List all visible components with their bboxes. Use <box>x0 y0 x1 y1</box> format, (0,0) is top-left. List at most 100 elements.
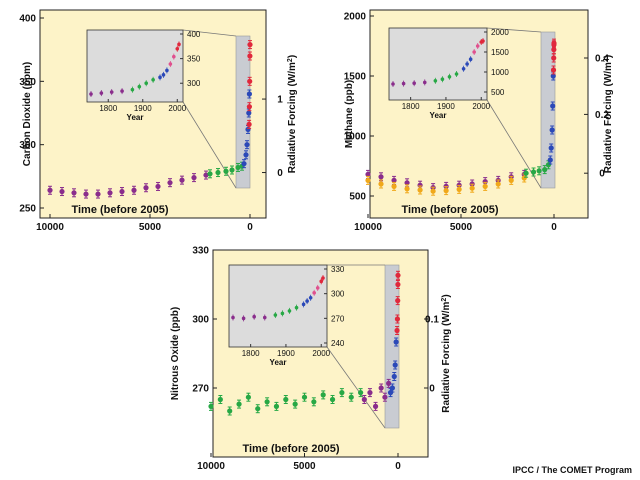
inset-point <box>308 295 313 300</box>
nitrous-oxide-chart: 270 300 330 0 0.1 10000 5000 0 Nitrous Oxide (pp… <box>170 246 452 473</box>
n2o-green-point <box>301 394 308 400</box>
inset-point <box>144 81 149 86</box>
r-tick-label: 1 <box>277 95 283 106</box>
ch4-orange-point <box>456 186 462 192</box>
y-tick-label: 270 <box>192 384 209 395</box>
n2o-red-point <box>394 327 400 334</box>
n2o-blue-point <box>391 373 397 380</box>
inset-point <box>177 42 181 47</box>
x-tick-label: 0 <box>395 461 401 472</box>
co2-red-point <box>247 53 253 59</box>
inset-point <box>175 46 180 51</box>
ch4-orange-point <box>469 185 475 191</box>
r-tick-label: 0 <box>277 168 283 179</box>
co2-blue-point <box>246 91 252 97</box>
y-tick-label: 2000 <box>344 12 367 23</box>
radiative-forcing-label: Radiative Forcing (W/m2) <box>603 55 615 173</box>
inset-point <box>440 77 445 81</box>
x-tick-label: 5000 <box>293 461 316 472</box>
inset-y-tick-label: 240 <box>331 339 345 348</box>
n2o-green-point <box>311 399 317 405</box>
co2-purple-point <box>167 180 173 186</box>
n2o-red-point <box>395 272 401 278</box>
n2o-green-point <box>208 403 214 409</box>
inset-point <box>461 67 466 71</box>
ch4-green-point <box>523 170 529 176</box>
r-tick-label: 0.4 <box>595 54 609 65</box>
co2-blue-point <box>245 126 251 133</box>
n2o-green-point <box>217 396 223 403</box>
ch4-blue-point <box>548 145 554 151</box>
co2-purple-point <box>131 187 137 193</box>
inset-point <box>475 44 480 48</box>
co2-green-point <box>215 169 221 176</box>
co2-green-point <box>229 167 235 173</box>
co2-purple-point <box>119 188 125 195</box>
inset-point <box>165 68 169 73</box>
y-tick-label: 500 <box>349 192 366 203</box>
y-tick-label: 350 <box>19 77 36 88</box>
x-axis-label: Time (before 2005) <box>242 443 339 455</box>
n2o-green-point <box>320 392 326 398</box>
n2o-green-point <box>348 394 354 400</box>
inset-y-tick-label: 2000 <box>491 28 509 37</box>
ch4-orange-point <box>482 183 488 189</box>
ch4-orange-point <box>508 177 514 183</box>
inset-point <box>161 73 166 77</box>
inset-point <box>319 279 324 284</box>
n2o-green-point <box>339 390 345 396</box>
co2-green-point <box>223 168 229 174</box>
radiative-forcing-label: Radiative Forcing (W/m2) <box>441 294 453 412</box>
co2-blue-point <box>241 161 247 167</box>
inset-point <box>130 87 135 92</box>
n2o-green-point <box>264 399 270 405</box>
n2o-purple-point <box>386 380 392 386</box>
n2o-red-point <box>395 298 401 304</box>
co2-blue-point <box>243 152 249 158</box>
inset-point <box>433 79 438 83</box>
co2-blue-point <box>244 142 250 148</box>
ch4-red-point <box>551 55 557 61</box>
y-axis-label: Nitrous Oxide (ppb) <box>170 307 181 400</box>
n2o-green-point <box>292 401 298 407</box>
x-tick-label: 0 <box>551 222 557 233</box>
methane-chart: 500 1000 1500 2000 0 0.2 0.4 10000 5000 0 Methane … <box>344 9 615 233</box>
inset-connector <box>326 346 386 429</box>
y-tick-label: 250 <box>19 204 36 215</box>
co2-purple-point <box>83 191 89 197</box>
co2-purple-point <box>59 188 65 195</box>
inset-point <box>301 302 306 307</box>
inset-connector <box>486 27 542 33</box>
inset-x-tick-label: 1900 <box>277 349 295 358</box>
ch4-red-point <box>550 67 557 73</box>
ch4-green-point <box>536 168 542 174</box>
y-axis-label: Carbon Dioxide (ppm) <box>22 62 33 166</box>
n2o-green-point <box>358 390 364 396</box>
credit-text: IPCC / The COMET Program <box>512 465 632 475</box>
inset-x-tick-label: 1800 <box>402 102 420 111</box>
ch4-purple-point <box>391 177 397 183</box>
inset-point <box>312 291 316 295</box>
inset-x-axis-label: Year <box>270 358 287 367</box>
co2-green-point <box>207 171 213 177</box>
n2o-purple-point <box>372 403 379 409</box>
co2-red-point <box>247 42 253 48</box>
n2o-green-point <box>329 396 336 403</box>
x-tick-label: 5000 <box>139 222 162 233</box>
inset-point <box>447 75 452 79</box>
inset-y-tick-label: 1000 <box>491 68 509 77</box>
inset-y-tick-label: 1500 <box>491 48 509 57</box>
inset-point <box>481 39 485 43</box>
co2-green-point <box>235 164 241 171</box>
inset-point <box>287 309 292 313</box>
inset-point <box>280 311 285 316</box>
co2-purple-point <box>179 177 185 183</box>
ch4-orange-point <box>443 188 449 194</box>
inset-point <box>172 54 176 59</box>
inset-point <box>412 81 416 85</box>
inset-point <box>391 82 395 86</box>
y-tick-label: 300 <box>19 140 36 151</box>
inset-y-tick-label: 300 <box>331 290 345 299</box>
inset-y-tick-label: 300 <box>187 79 201 88</box>
